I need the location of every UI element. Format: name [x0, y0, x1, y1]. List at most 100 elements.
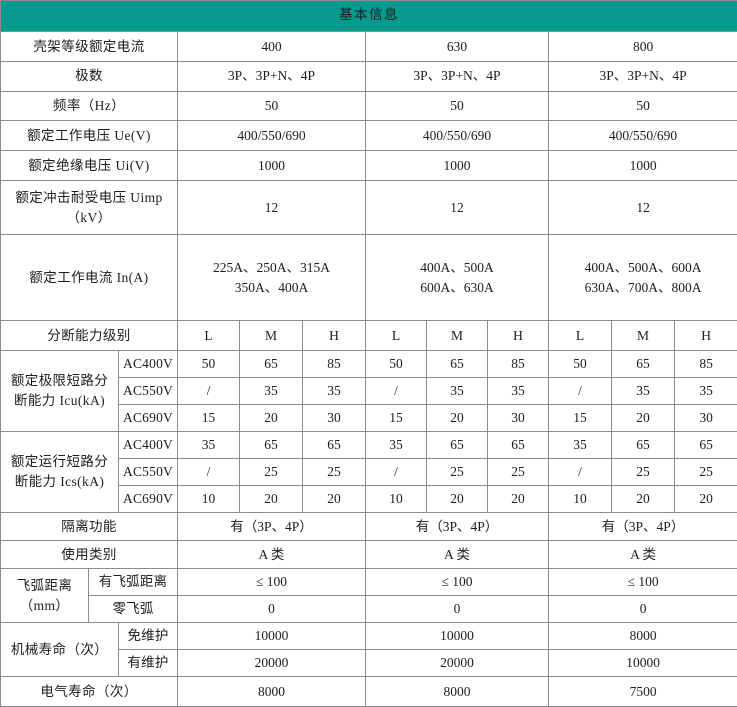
sub-label-ics-ac400v: AC400V — [118, 431, 178, 459]
cell-elec-life-400: 8000 — [177, 676, 366, 707]
cell-ics-ac690v-800-m: 20 — [611, 485, 675, 513]
cell-in-800-line1: 400A、500A、600A — [584, 259, 702, 275]
cell-ue-400: 400/550/690 — [177, 120, 366, 152]
table-row-poles: 极数 3P、3P+N、4P 3P、3P+N、4P 3P、3P+N、4P — [0, 60, 737, 92]
page-title: 基本信息 — [0, 0, 737, 32]
cell-ics-ac690v-630-h: 20 — [487, 485, 549, 513]
cell-ics-ac550v-630-l: / — [365, 458, 427, 486]
cell-ics-ac400v-630-h: 65 — [487, 431, 549, 459]
cell-ics-ac690v-630-m: 20 — [426, 485, 488, 513]
cell-in-400: 225A、250A、315A 350A、400A — [177, 234, 366, 321]
cell-frequency-630: 50 — [365, 90, 549, 122]
cell-frame-rating-800: 800 — [547, 31, 737, 62]
cell-ics-ac400v-800-l: 35 — [548, 431, 612, 459]
row-label-ics-line2: 断能力 Ics(kA) — [14, 474, 105, 489]
cell-ics-ac400v-400-h: 65 — [302, 431, 366, 459]
grade-header-400-l: L — [177, 320, 240, 351]
grade-header-400-h: H — [302, 320, 366, 351]
cell-icu-ac400v-400-m: 65 — [239, 350, 303, 378]
sub-label-icu-ac400v: AC400V — [118, 350, 178, 378]
row-label-in: 额定工作电流 In(A) — [0, 234, 178, 321]
table-row-utilization: 使用类别 A 类 A 类 A 类 — [0, 540, 737, 569]
sub-label-ics-ac690v: AC690V — [118, 485, 178, 513]
cell-ue-630: 400/550/690 — [365, 120, 549, 152]
cell-ics-ac400v-630-m: 65 — [426, 431, 488, 459]
cell-arc-distance-zero-400: 0 — [177, 595, 366, 623]
cell-ics-ac550v-800-l: / — [548, 458, 612, 486]
grade-header-800-h: H — [673, 320, 737, 351]
cell-mech-life-free-630: 10000 — [365, 622, 549, 650]
cell-icu-ac400v-400-l: 50 — [177, 350, 240, 378]
cell-ui-630: 1000 — [365, 150, 549, 181]
sub-label-icu-ac550v: AC550V — [118, 377, 178, 405]
sub-label-ics-ac550v: AC550V — [118, 458, 178, 486]
cell-utilization-630: A 类 — [365, 540, 549, 569]
table-row-icu-ac400v: 额定极限短路分 断能力 Icu(kA) AC400V 50 65 85 50 6… — [0, 350, 737, 432]
table-row-breaking-grade: 分断能力级别 L M H L M H L M H — [0, 320, 737, 351]
cell-arc-distance-with-400: ≤ 100 — [177, 568, 366, 596]
cell-ics-ac550v-400-l: / — [177, 458, 240, 486]
sub-label-icu-ac690v: AC690V — [118, 404, 178, 432]
cell-ics-ac400v-630-l: 35 — [365, 431, 427, 459]
cell-ics-ac550v-630-h: 25 — [487, 458, 549, 486]
table-row-mech-life-maintenance-free: 机械寿命（次） 免维护 10000 10000 8000 — [0, 622, 737, 677]
table-row-frame-rating: 壳架等级额定电流 400 630 800 — [0, 31, 737, 62]
cell-mech-life-maintained-400: 20000 — [177, 649, 366, 677]
cell-uimp-800: 12 — [547, 180, 737, 235]
cell-icu-ac400v-630-h: 85 — [487, 350, 549, 378]
table-row-icu-ac690v: AC690V 15 20 30 15 20 30 15 20 30 — [1, 404, 737, 432]
cell-in-630-line2: 600A、630A — [420, 279, 494, 295]
table-row-arc-distance-with: 飞弧距离 （mm） 有飞弧距离 ≤ 100 ≤ 100 ≤ 100 — [0, 568, 737, 623]
cell-icu-ac400v-800-h: 85 — [673, 350, 737, 378]
sub-label-arc-distance-with: 有飞弧距离 — [88, 568, 178, 596]
cell-mech-life-maintained-630: 20000 — [365, 649, 549, 677]
cell-icu-ac690v-630-l: 15 — [365, 404, 427, 432]
cell-icu-ac690v-630-m: 20 — [426, 404, 488, 432]
cell-in-630: 400A、500A 600A、630A — [365, 234, 549, 321]
cell-utilization-800: A 类 — [547, 540, 737, 569]
cell-in-400-line1: 225A、250A、315A — [213, 259, 330, 275]
cell-ics-ac690v-800-h: 20 — [673, 485, 737, 513]
cell-icu-ac400v-800-l: 50 — [548, 350, 612, 378]
cell-icu-ac690v-800-h: 30 — [673, 404, 737, 432]
cell-arc-distance-with-630: ≤ 100 — [365, 568, 549, 596]
row-label-uimp: 额定冲击耐受电压 Uimp （kV） — [0, 180, 178, 235]
cell-ui-400: 1000 — [177, 150, 366, 181]
cell-icu-ac550v-400-h: 35 — [302, 377, 366, 405]
row-label-icu-line2: 断能力 Icu(kA) — [13, 393, 105, 408]
cell-frame-rating-400: 400 — [177, 31, 366, 62]
cell-arc-distance-zero-800: 0 — [547, 595, 737, 623]
table-title-row: 基本信息 — [0, 0, 737, 32]
row-label-arc-distance-line1: 飞弧距离 — [16, 577, 73, 593]
row-label-uimp-line2: （kV） — [66, 209, 112, 225]
cell-icu-ac690v-400-m: 20 — [239, 404, 303, 432]
row-label-ue: 额定工作电压 Ue(V) — [0, 120, 178, 152]
cell-icu-ac550v-630-h: 35 — [487, 377, 549, 405]
table-row-uimp: 额定冲击耐受电压 Uimp （kV） 12 12 12 — [0, 180, 737, 235]
cell-ics-ac400v-400-m: 65 — [239, 431, 303, 459]
grade-header-630-m: M — [426, 320, 488, 351]
cell-icu-ac550v-800-m: 35 — [611, 377, 675, 405]
cell-icu-ac400v-400-h: 85 — [302, 350, 366, 378]
table-row-frequency: 频率（Hz） 50 50 50 — [0, 90, 737, 122]
grade-header-630-l: L — [365, 320, 427, 351]
cell-poles-630: 3P、3P+N、4P — [365, 60, 549, 92]
table-row-icu-ac550v: AC550V / 35 35 / 35 35 / 35 35 — [1, 377, 737, 405]
cell-icu-ac400v-800-m: 65 — [611, 350, 675, 378]
cell-ics-ac550v-800-m: 25 — [611, 458, 675, 486]
cell-utilization-400: A 类 — [177, 540, 366, 569]
cell-arc-distance-zero-630: 0 — [365, 595, 549, 623]
cell-ics-ac400v-800-h: 65 — [673, 431, 737, 459]
cell-uimp-400: 12 — [177, 180, 366, 235]
cell-elec-life-800: 7500 — [547, 676, 737, 707]
row-label-utilization: 使用类别 — [0, 540, 178, 569]
table-row-elec-life: 电气寿命（次） 8000 8000 7500 — [0, 676, 737, 707]
cell-icu-ac690v-400-l: 15 — [177, 404, 240, 432]
cell-icu-ac550v-630-m: 35 — [426, 377, 488, 405]
cell-icu-ac400v-630-m: 65 — [426, 350, 488, 378]
cell-ics-ac690v-400-m: 20 — [239, 485, 303, 513]
cell-isolation-400: 有（3P、4P） — [177, 512, 366, 541]
cell-in-800-line2: 630A、700A、800A — [584, 279, 702, 295]
table-row-ui: 额定绝缘电压 Ui(V) 1000 1000 1000 — [0, 150, 737, 181]
cell-icu-ac550v-800-l: / — [548, 377, 612, 405]
